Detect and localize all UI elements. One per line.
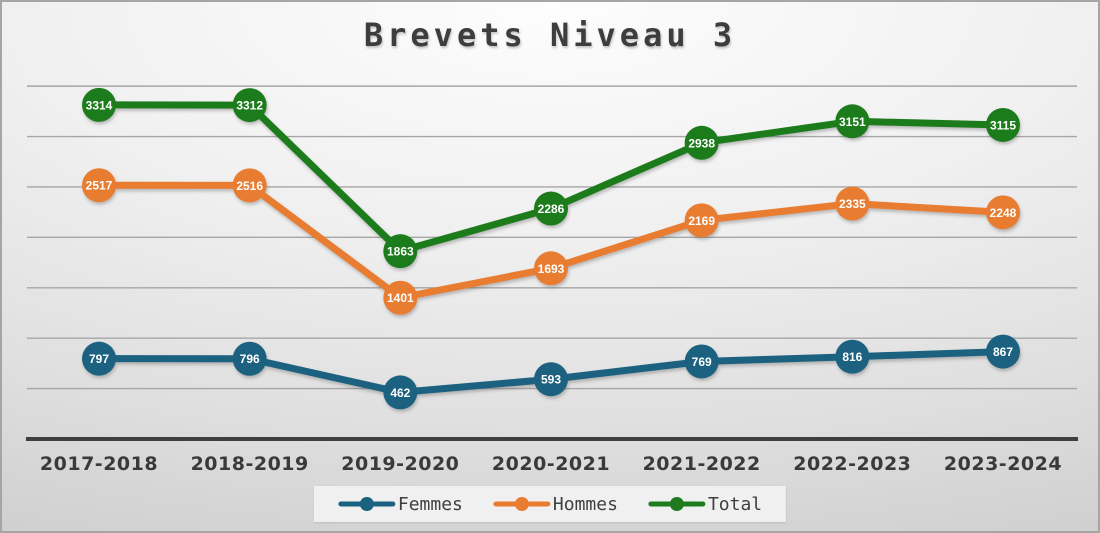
series-femmes: 797 796 462 593 769 816 867 (82, 334, 1020, 410)
legend-label-total: Total (707, 493, 763, 515)
data-point-marker (684, 344, 719, 379)
data-point-label: 797 (89, 352, 109, 366)
data-point-label: 1401 (387, 291, 414, 305)
data-point-marker (383, 234, 418, 269)
legend-item-total: Total (648, 494, 762, 515)
data-point-marker (82, 87, 116, 122)
legend-item-hommes: Hommes (493, 494, 618, 515)
data-point-label: 769 (692, 355, 712, 369)
series-total: 3314 3312 1863 2286 2938 3151 3115 (82, 87, 1020, 269)
line-chart: 2017-2018 2018-2019 2019-2020 2020-2021 2021… (26, 85, 1078, 475)
data-point-label: 796 (240, 352, 260, 366)
data-point-marker (986, 195, 1020, 230)
data-point-label: 3151 (839, 115, 866, 129)
data-point-label: 2286 (538, 202, 565, 216)
x-axis-label: 2018-2019 (191, 453, 309, 475)
data-point-marker (383, 280, 418, 315)
data-point-marker (835, 104, 870, 139)
data-point-marker (835, 339, 870, 374)
x-axis-label: 2022-2023 (793, 453, 911, 475)
data-point-label: 867 (993, 345, 1013, 359)
legend: Femmes Hommes Total (313, 486, 787, 522)
data-point-label: 816 (842, 350, 862, 364)
data-point-label: 462 (390, 386, 410, 400)
legend-swatch-femmes (338, 497, 396, 511)
data-point-marker (232, 88, 267, 123)
legend-swatch-hommes (493, 497, 551, 511)
series-hommes: 2517 2516 1401 1693 2169 2335 2248 (82, 168, 1020, 315)
x-axis-label: 2020-2021 (492, 453, 610, 475)
x-axis-label: 2021-2022 (643, 453, 761, 475)
data-point-label: 2335 (839, 197, 866, 211)
data-point-label: 1863 (387, 245, 414, 259)
data-point-label: 2169 (688, 214, 715, 228)
data-point-marker (82, 341, 116, 376)
data-point-marker (534, 251, 568, 286)
data-point-label: 3115 (990, 118, 1016, 132)
legend-label-hommes: Hommes (552, 493, 618, 515)
data-point-marker (986, 334, 1020, 369)
data-point-marker (82, 168, 116, 203)
x-axis-label: 2017-2018 (40, 453, 158, 475)
data-point-marker (684, 203, 719, 238)
data-point-label: 2248 (990, 206, 1017, 220)
x-axis-label: 2023-2024 (944, 453, 1062, 475)
data-point-label: 3314 (86, 98, 113, 112)
legend-label-femmes: Femmes (397, 493, 463, 515)
data-point-label: 2938 (688, 136, 715, 150)
data-point-marker (835, 186, 870, 221)
data-point-marker (534, 191, 568, 226)
data-point-marker (684, 125, 719, 160)
data-point-label: 2517 (86, 179, 113, 193)
data-point-marker (232, 168, 267, 203)
gridlines (27, 85, 1077, 390)
chart-title: Brevets Niveau 3 (363, 16, 737, 54)
data-point-marker (986, 107, 1020, 142)
data-point-label: 1693 (538, 262, 565, 276)
legend-swatch-total (648, 497, 706, 511)
data-point-label: 3312 (236, 99, 263, 113)
x-axis-label: 2019-2020 (341, 453, 459, 475)
data-point-label: 593 (541, 373, 561, 387)
data-point-marker (534, 362, 568, 397)
data-point-label: 2516 (236, 179, 263, 193)
data-point-marker (232, 341, 267, 376)
legend-item-femmes: Femmes (338, 494, 463, 515)
data-point-marker (383, 375, 418, 410)
